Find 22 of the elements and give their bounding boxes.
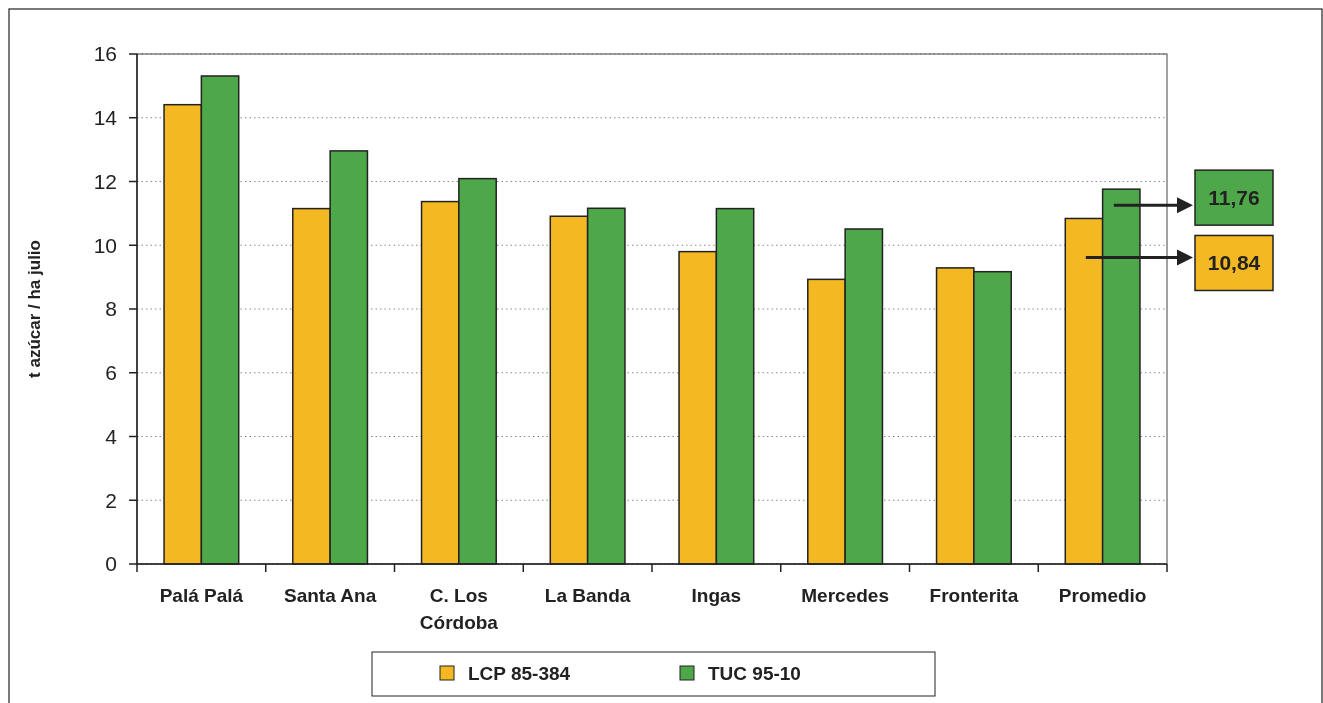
x-tick-label: Promedio <box>1058 585 1147 606</box>
x-tick-label: Santa Ana <box>284 585 377 606</box>
x-tick-label: Ingas <box>691 585 742 606</box>
y-tick-label: 4 <box>105 424 118 448</box>
y-tick-label: 12 <box>93 169 117 193</box>
y-tick-label: 2 <box>105 488 117 512</box>
x-tick-label: La Banda <box>544 585 631 606</box>
y-axis-title: t azúcar / ha julio <box>25 240 44 378</box>
x-tick-label: Fronterita <box>929 585 1019 606</box>
y-tick-label: 8 <box>105 297 117 321</box>
x-tick-label: Palá Palá <box>159 585 244 606</box>
y-tick-label: 6 <box>105 361 117 385</box>
text: 11,76 <box>1208 185 1260 209</box>
legend-label: TUC 95-10 <box>708 662 801 684</box>
text: 10,84 <box>1207 250 1261 274</box>
y-tick-label: 14 <box>93 106 118 130</box>
y-tick-label: 0 <box>105 552 117 576</box>
x-tick-label: Mercedes <box>801 585 889 606</box>
y-tick-label: 10 <box>93 233 117 257</box>
x-tick-label: C. Los Córdoba <box>419 585 499 633</box>
y-tick-label: 16 <box>93 42 117 66</box>
legend-label: LCP 85-384 <box>468 662 571 684</box>
